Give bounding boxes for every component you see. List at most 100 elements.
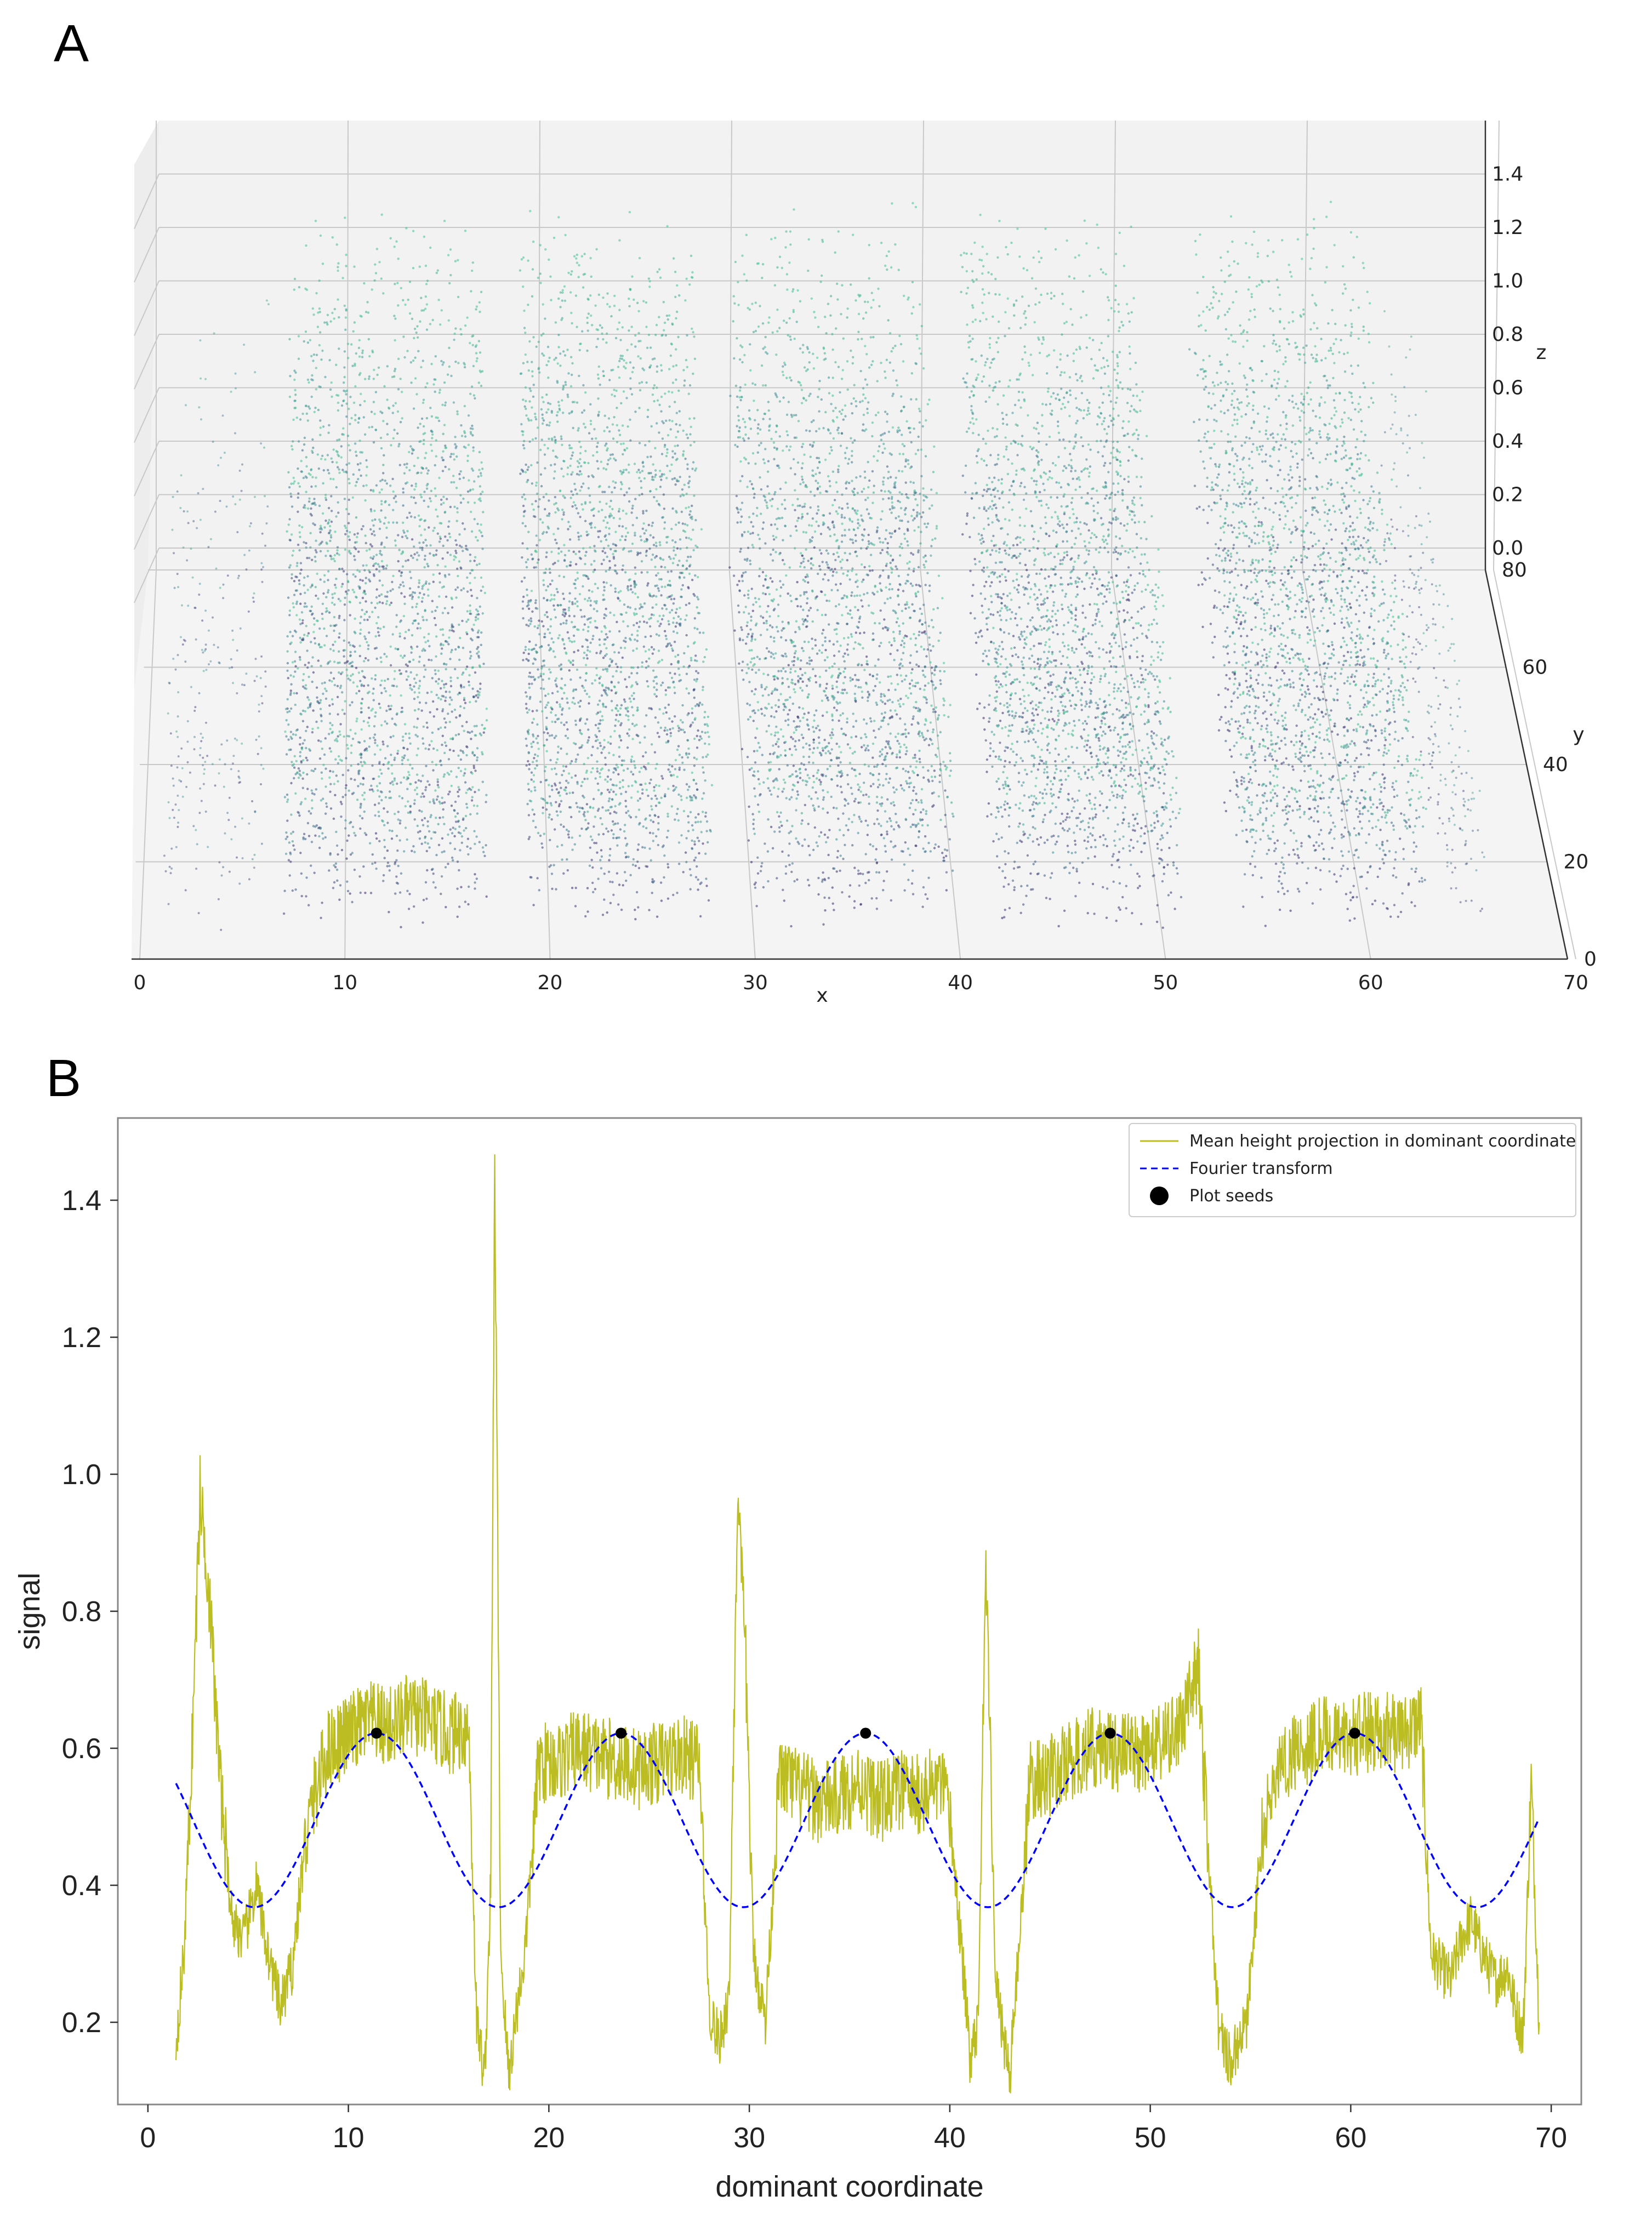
point bbox=[399, 583, 402, 586]
point bbox=[577, 535, 580, 538]
point bbox=[693, 441, 696, 443]
point bbox=[908, 777, 911, 779]
point bbox=[319, 234, 322, 237]
point bbox=[545, 716, 548, 720]
point bbox=[589, 256, 592, 260]
point bbox=[525, 414, 528, 417]
point bbox=[679, 495, 682, 498]
point bbox=[301, 412, 304, 415]
grid-3d bbox=[132, 120, 1576, 960]
point bbox=[316, 453, 319, 456]
point bbox=[540, 665, 544, 668]
point bbox=[682, 871, 685, 874]
point bbox=[586, 910, 589, 913]
point bbox=[417, 708, 420, 711]
point bbox=[403, 602, 406, 606]
point bbox=[400, 287, 402, 289]
point bbox=[466, 731, 469, 734]
point bbox=[425, 721, 428, 725]
point bbox=[624, 678, 626, 681]
point bbox=[402, 335, 405, 338]
point bbox=[355, 666, 358, 670]
point bbox=[560, 318, 563, 321]
point bbox=[693, 843, 696, 846]
point bbox=[370, 510, 373, 513]
point bbox=[368, 788, 372, 791]
point bbox=[602, 519, 605, 522]
point bbox=[691, 707, 694, 710]
point bbox=[603, 613, 606, 616]
point bbox=[398, 795, 401, 798]
point bbox=[812, 804, 814, 807]
point bbox=[584, 426, 587, 429]
point bbox=[647, 277, 651, 280]
point bbox=[632, 858, 635, 861]
point bbox=[326, 313, 329, 316]
point bbox=[559, 306, 562, 309]
point bbox=[651, 652, 654, 655]
point bbox=[681, 756, 683, 759]
point bbox=[289, 731, 293, 733]
point bbox=[536, 561, 539, 564]
point bbox=[631, 370, 634, 374]
point bbox=[418, 591, 421, 595]
point bbox=[655, 595, 658, 598]
point bbox=[334, 794, 337, 797]
point bbox=[607, 544, 610, 547]
point bbox=[349, 423, 351, 425]
point bbox=[424, 609, 426, 612]
point bbox=[298, 549, 301, 552]
point bbox=[617, 710, 619, 712]
point bbox=[423, 528, 426, 531]
point bbox=[323, 580, 326, 583]
point bbox=[598, 638, 601, 641]
point bbox=[527, 531, 530, 533]
point bbox=[616, 620, 618, 624]
point bbox=[655, 574, 658, 577]
point bbox=[334, 584, 337, 586]
point bbox=[574, 723, 578, 726]
point bbox=[662, 844, 665, 847]
point bbox=[331, 460, 334, 464]
point bbox=[470, 290, 472, 293]
point bbox=[675, 812, 679, 815]
point bbox=[656, 732, 659, 734]
point bbox=[391, 588, 394, 591]
point bbox=[458, 825, 461, 828]
point bbox=[374, 862, 377, 864]
point bbox=[345, 265, 348, 267]
point bbox=[901, 609, 904, 613]
point bbox=[550, 299, 552, 301]
point bbox=[532, 557, 534, 560]
point bbox=[418, 524, 421, 528]
point bbox=[372, 790, 375, 793]
point bbox=[640, 539, 643, 541]
point bbox=[440, 892, 442, 896]
point bbox=[619, 671, 623, 674]
point bbox=[325, 689, 328, 693]
point bbox=[550, 411, 553, 414]
point bbox=[434, 789, 437, 792]
point bbox=[555, 588, 558, 591]
point bbox=[392, 734, 395, 738]
point bbox=[467, 443, 470, 446]
point bbox=[589, 835, 593, 838]
point bbox=[292, 606, 295, 609]
point bbox=[615, 784, 618, 787]
point bbox=[617, 766, 619, 769]
point bbox=[526, 558, 529, 561]
point bbox=[331, 596, 334, 600]
point bbox=[371, 708, 374, 710]
point bbox=[557, 547, 560, 550]
point bbox=[420, 518, 423, 521]
point bbox=[344, 527, 348, 529]
point bbox=[693, 357, 697, 360]
point bbox=[379, 480, 382, 482]
point bbox=[409, 671, 412, 674]
point bbox=[310, 355, 313, 357]
point bbox=[606, 449, 608, 452]
point bbox=[406, 463, 408, 465]
point bbox=[603, 551, 607, 554]
point bbox=[549, 583, 552, 586]
point bbox=[463, 431, 466, 435]
